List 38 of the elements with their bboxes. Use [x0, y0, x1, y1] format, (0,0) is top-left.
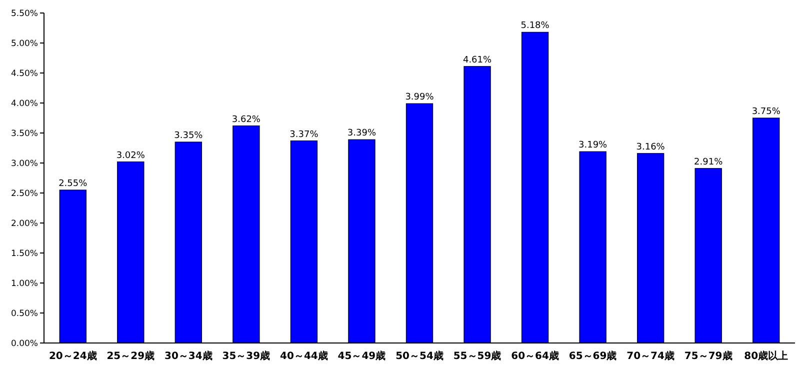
x-tick-label: 50～54歳 [396, 350, 444, 362]
data-label: 3.16% [636, 142, 666, 152]
y-tick-label: 2.00% [10, 219, 38, 229]
data-label: 3.62% [232, 114, 261, 125]
data-label: 2.91% [694, 157, 724, 168]
x-tick-label: 35～39歳 [222, 350, 270, 362]
x-tick-label: 70～74歳 [626, 350, 674, 362]
x-tick-label: 40～44歳 [280, 350, 328, 362]
data-label: 5.18% [520, 21, 550, 32]
x-tick-label: 60～64歳 [511, 350, 559, 362]
y-tick-label: 3.00% [10, 159, 38, 169]
x-tick-label: 65～69歳 [568, 350, 617, 362]
data-label: 3.37% [290, 130, 319, 140]
data-label: 3.99% [405, 92, 434, 103]
x-tick-label: 55～59歳 [453, 350, 502, 362]
y-tick-label: 3.50% [10, 129, 38, 139]
x-tick-label: 45～49歳 [338, 350, 386, 362]
x-tick-label: 20～24歳 [48, 350, 97, 362]
data-label: 3.02% [116, 150, 146, 161]
x-tick-label: 25～29歳 [106, 350, 155, 362]
y-tick-label: 5.00% [10, 39, 38, 49]
x-tick-label: 80歳以上 [744, 350, 788, 362]
data-label: 3.35% [174, 131, 204, 141]
y-tick-label: 1.00% [10, 279, 38, 289]
y-tick-label: 2.50% [10, 189, 38, 199]
data-label: 3.39% [347, 128, 376, 139]
y-tick-label: 0.50% [10, 309, 38, 319]
x-tick-label: 30～34歳 [164, 350, 212, 362]
x-tick-label: 75～79歳 [684, 350, 732, 362]
y-tick-label: 4.00% [10, 99, 38, 109]
y-tick-label: 0.00% [10, 339, 38, 349]
data-label: 3.19% [578, 140, 608, 151]
data-label: 4.61% [462, 55, 492, 66]
y-tick-label: 5.50% [10, 9, 38, 19]
data-label: 2.55% [58, 179, 88, 189]
y-tick-label: 4.50% [10, 69, 38, 79]
data-label: 3.75% [752, 107, 781, 117]
y-tick-label: 1.50% [10, 249, 38, 259]
